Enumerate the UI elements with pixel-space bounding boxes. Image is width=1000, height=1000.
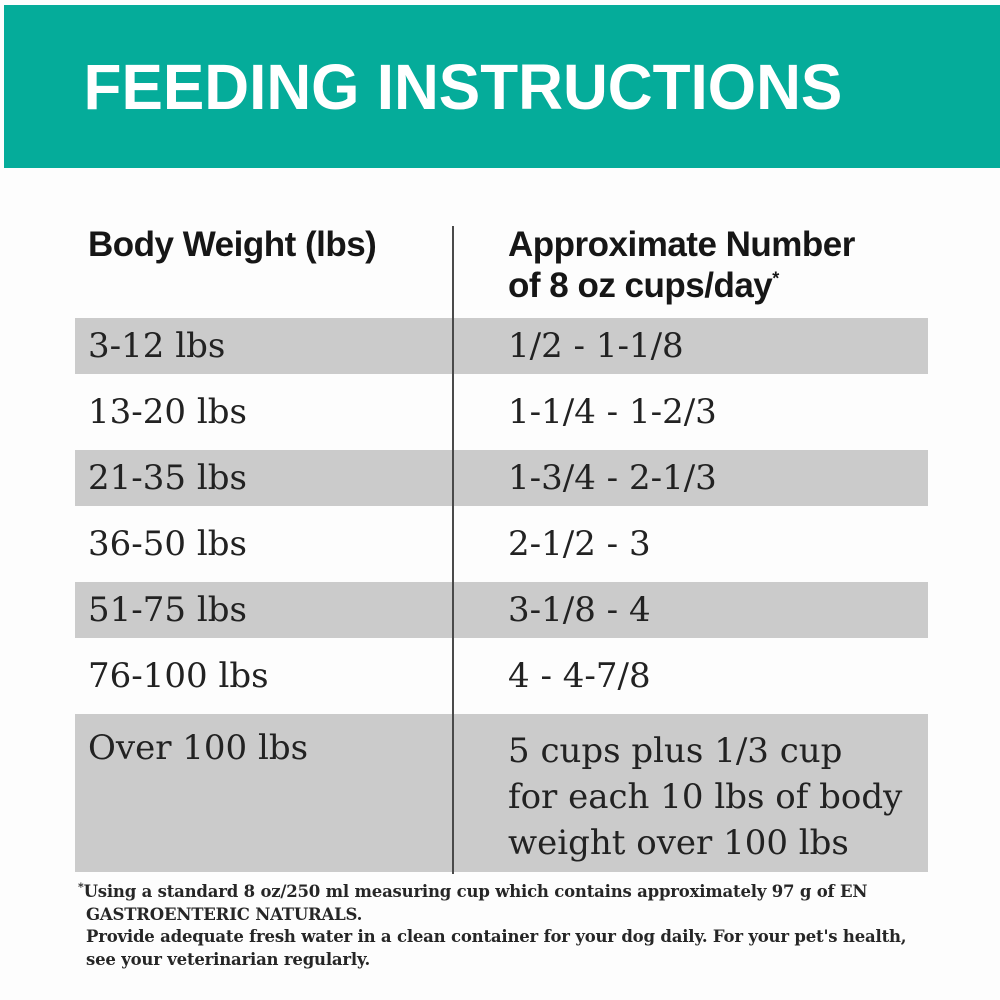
row-cups: 4 - 4-7/8	[508, 656, 651, 696]
table-row: 13-20 lbs 1-1/4 - 1-2/3	[75, 374, 928, 450]
table-row: 21-35 lbs 1-3/4 - 2-1/3	[75, 450, 928, 506]
row-cups: 1/2 - 1-1/8	[508, 326, 684, 366]
row-weight: 13-20 lbs	[88, 392, 247, 432]
column-header-cups-line2: of 8 oz cups/day	[508, 266, 773, 305]
column-header-cups-line1: Approximate Number	[508, 225, 855, 264]
table-row: Over 100 lbs 5 cups plus 1/3 cup for eac…	[75, 714, 928, 872]
table-row: 3-12 lbs 1/2 - 1-1/8	[75, 318, 928, 374]
table-body: 3-12 lbs 1/2 - 1-1/8 13-20 lbs 1-1/4 - 1…	[75, 318, 928, 872]
row-weight: 36-50 lbs	[88, 524, 247, 564]
row-weight: 51-75 lbs	[88, 590, 247, 630]
table-row: 36-50 lbs 2-1/2 - 3	[75, 506, 928, 582]
row-weight: 21-35 lbs	[88, 458, 247, 498]
footnote-line1: *Using a standard 8 oz/250 ml measuring …	[78, 880, 868, 924]
row-cups: 2-1/2 - 3	[508, 524, 651, 564]
column-divider	[452, 226, 454, 874]
table-header-row: Body Weight (lbs) Approximate Number of …	[75, 222, 928, 318]
feeding-table: Body Weight (lbs) Approximate Number of …	[75, 222, 928, 874]
footnote-asterisk: *	[78, 880, 84, 894]
footnote-line2: Provide adequate fresh water in a clean …	[86, 927, 907, 969]
column-header-cups-per-day: Approximate Number of 8 oz cups/day*	[452, 222, 928, 318]
row-cups: 1-3/4 - 2-1/3	[508, 458, 717, 498]
row-cups: 5 cups plus 1/3 cup for each 10 lbs of b…	[508, 731, 903, 863]
footnote-marker: *	[772, 268, 779, 289]
page-title: FEEDING INSTRUCTIONS	[83, 50, 843, 123]
table-row: 76-100 lbs 4 - 4-7/8	[75, 638, 928, 714]
table-row: 51-75 lbs 3-1/8 - 4	[75, 582, 928, 638]
row-cups: 3-1/8 - 4	[508, 590, 651, 630]
header-banner: FEEDING INSTRUCTIONS	[4, 5, 1000, 168]
row-weight: 3-12 lbs	[88, 326, 226, 366]
row-cups: 1-1/4 - 1-2/3	[508, 392, 717, 432]
row-weight: Over 100 lbs	[88, 728, 309, 768]
footnote: *Using a standard 8 oz/250 ml measuring …	[78, 880, 931, 971]
row-weight: 76-100 lbs	[88, 656, 269, 696]
column-header-body-weight: Body Weight (lbs)	[88, 225, 377, 264]
